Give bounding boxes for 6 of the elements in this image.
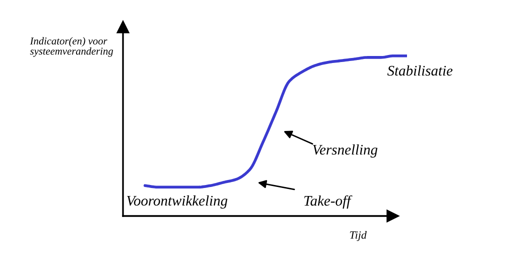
annotation: Stabilisatie [387, 65, 452, 76]
annotation: Voorontwikkeling [127, 195, 228, 209]
annotation: Versnelling [312, 144, 378, 158]
annotation: Take-off [304, 195, 352, 209]
y-axis-title: Indicator(en) voor systeemverandering [30, 37, 114, 57]
x-axis-title: Tijd [350, 230, 367, 242]
